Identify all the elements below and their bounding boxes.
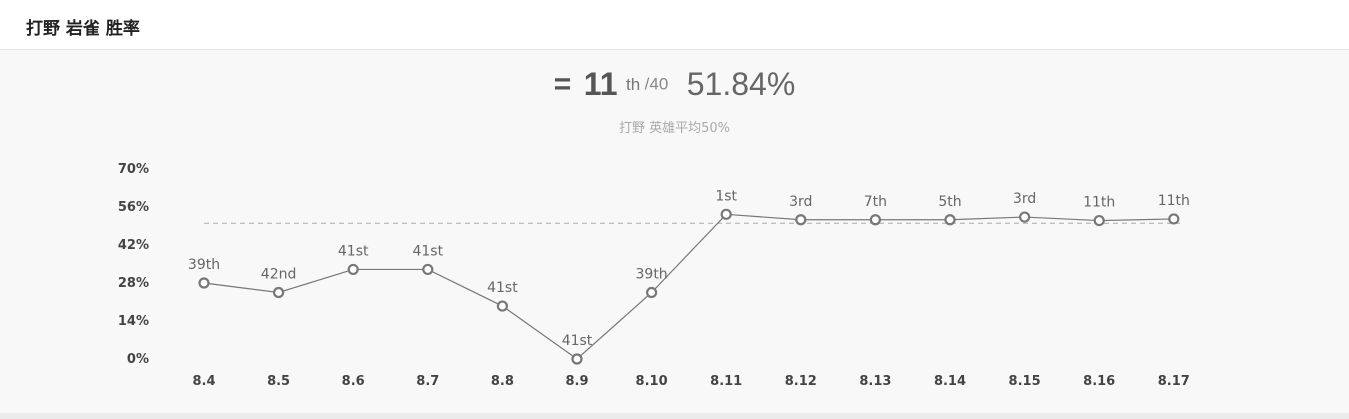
y-tick-label: 0% — [127, 352, 149, 367]
data-point-rank-label: 42nd — [261, 267, 297, 283]
data-point-marker — [869, 214, 882, 226]
data-point-rank-label: 11th — [1158, 193, 1190, 209]
data-point-rank-label: 1st — [715, 188, 737, 204]
data-point-marker — [1018, 211, 1031, 223]
win-rate-value: 51.84% — [686, 66, 796, 102]
x-tick-label: 8.10 — [636, 374, 668, 389]
x-tick-label: 8.4 — [192, 374, 215, 389]
x-tick-label: 8.8 — [491, 374, 514, 389]
data-point-rank-label: 5th — [938, 194, 961, 210]
data-point-marker — [198, 277, 210, 289]
data-point-marker — [645, 286, 658, 299]
data-point-marker — [273, 286, 285, 299]
data-point-marker — [720, 208, 732, 220]
rank-total: /40 — [644, 74, 669, 94]
x-tick-label: 8.6 — [342, 374, 365, 389]
data-point-rank-label: 41st — [338, 243, 369, 259]
rank-suffix: th — [626, 74, 641, 94]
data-point-marker — [422, 263, 434, 276]
data-point-rank-label: 41st — [562, 333, 593, 349]
data-point-rank-label: 11th — [1083, 195, 1115, 211]
x-tick-label: 8.12 — [785, 374, 817, 389]
x-tick-label: 8.15 — [1009, 374, 1041, 389]
x-tick-label: 8.5 — [267, 374, 290, 389]
series-line — [203, 213, 1174, 360]
y-tick-label: 28% — [118, 276, 149, 291]
data-point-marker — [496, 300, 508, 312]
data-point-marker — [944, 214, 956, 226]
x-tick-label: 8.16 — [1083, 374, 1115, 389]
average-win-rate-note: 打野 英雄平均50% — [618, 121, 731, 136]
x-tick-label: 8.7 — [416, 374, 439, 389]
data-point-marker — [571, 353, 583, 365]
data-point-rank-label: 41st — [487, 280, 518, 296]
x-tick-label: 8.13 — [859, 374, 891, 389]
x-tick-label: 8.14 — [934, 374, 966, 389]
data-point-rank-label: 39th — [636, 267, 668, 283]
rank-summary: = 11 th /40 51.84% — [0, 66, 1349, 103]
data-point-rank-label: 7th — [864, 194, 887, 210]
panel-bottom-border — [0, 413, 1349, 419]
x-tick-label: 8.9 — [565, 374, 588, 389]
data-point-marker — [1093, 214, 1105, 227]
y-tick-label: 56% — [118, 200, 149, 215]
data-point-rank-label: 39th — [188, 257, 220, 273]
data-point-rank-label: 3rd — [1013, 191, 1036, 207]
rank-number: 11 — [583, 66, 618, 102]
data-point-rank-label: 41st — [412, 243, 443, 259]
y-tick-label: 14% — [118, 314, 149, 329]
y-tick-label: 70% — [118, 162, 149, 177]
panel-header: 打野 岩雀 胜率 — [0, 0, 1349, 50]
data-point-marker — [347, 263, 359, 276]
data-point-marker — [795, 214, 807, 226]
data-point-marker — [1168, 213, 1180, 225]
data-point-rank-label: 3rd — [789, 194, 812, 210]
y-tick-label: 42% — [118, 238, 149, 253]
panel-title: 打野 岩雀 胜率 — [26, 19, 140, 39]
equals-sign: = — [553, 67, 572, 101]
x-tick-label: 8.11 — [710, 374, 742, 389]
x-tick-label: 8.17 — [1158, 374, 1190, 389]
